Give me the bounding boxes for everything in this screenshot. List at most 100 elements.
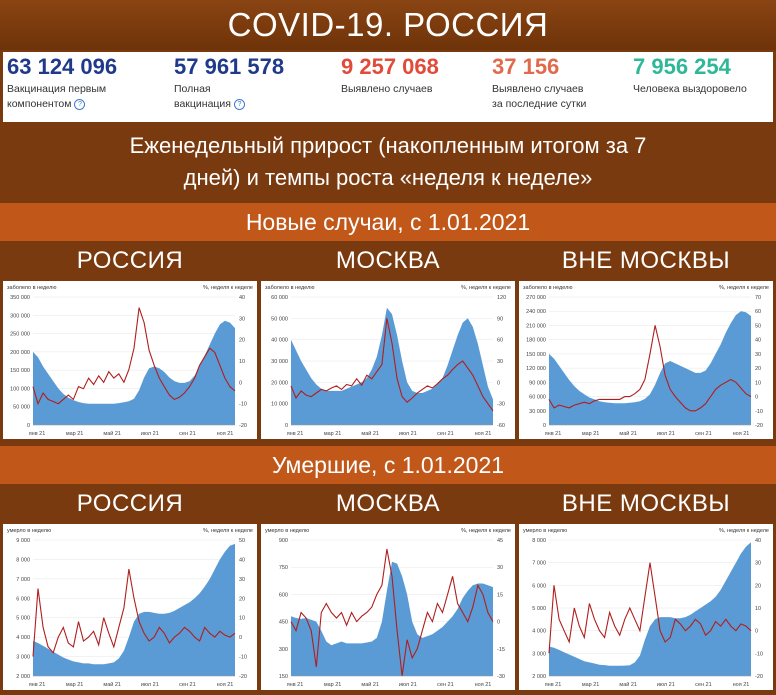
chart-plot-box: заболело в неделю %, неделя к неделе 0 10 0… xyxy=(261,281,515,439)
right-tick-label: -10 xyxy=(755,409,763,415)
x-tick-label: мар 21 xyxy=(66,682,84,688)
stat-label: компонентом xyxy=(7,98,72,110)
right-tick-label: 40 xyxy=(239,295,245,301)
stat-label: Человека выздоровело xyxy=(633,83,747,95)
left-tick-label: 150 000 xyxy=(526,352,546,358)
left-tick-label: 600 xyxy=(279,592,288,598)
left-tick-label: 300 000 xyxy=(10,313,30,319)
right-tick-label: 20 xyxy=(239,596,245,602)
right-tick-label: 45 xyxy=(497,538,503,544)
x-tick-label: янв 21 xyxy=(29,431,46,437)
left-tick-label: 300 xyxy=(279,647,288,653)
chart-deaths-3: РОССИЯ умерло в неделю %, неделя к неделе 2… xyxy=(3,486,257,690)
right-tick-label: 10 xyxy=(239,359,245,365)
left-tick-label: 2 000 xyxy=(16,674,30,680)
chart-svg: умерло в неделю%, неделя к неделе1503004… xyxy=(265,528,511,688)
chart-svg: заболело в неделю %, неделя к неделе 0 30 0… xyxy=(523,285,769,437)
stat-vaccination-first: 63 124 096 Вакцинация первым компонентом… xyxy=(7,52,117,112)
chart-region-title: МОСКВА xyxy=(261,486,515,522)
chart-plot-box: заболело в неделю %, неделя к неделе 0 50 0… xyxy=(3,281,257,439)
left-tick-label: 350 000 xyxy=(10,295,30,301)
growth-rate-line xyxy=(548,562,752,654)
left-tick-label: 5 000 xyxy=(532,606,546,612)
left-tick-label: 2 000 xyxy=(532,674,546,680)
x-tick-label: сен 21 xyxy=(437,682,454,688)
right-tick-label: 90 xyxy=(497,316,503,322)
left-tick-label: 900 xyxy=(279,538,288,544)
right-tick-label: -30 xyxy=(497,402,505,408)
left-tick-label: 250 000 xyxy=(10,332,30,338)
left-tick-label: 120 000 xyxy=(526,366,546,372)
right-axis-caption: %, неделя к неделе xyxy=(461,285,511,291)
x-tick-label: янв 21 xyxy=(545,431,562,437)
right-tick-label: 30 xyxy=(755,561,761,567)
right-tick-label: 30 xyxy=(239,316,245,322)
stat-label: Полная xyxy=(174,83,211,95)
left-tick-label: 270 000 xyxy=(526,295,546,301)
right-tick-label: -20 xyxy=(239,423,247,429)
left-tick-label: 20 000 xyxy=(271,380,288,386)
weekly-area-series xyxy=(33,320,235,425)
left-tick-label: 6 000 xyxy=(532,583,546,589)
right-tick-label: 10 xyxy=(755,380,761,386)
left-tick-label: 8 000 xyxy=(16,557,30,563)
left-axis-caption: умерло в неделю xyxy=(523,528,567,534)
growth-rate-line xyxy=(548,325,752,412)
x-tick-label: ноя 21 xyxy=(217,431,234,437)
left-tick-label: 6 000 xyxy=(16,596,30,602)
x-tick-label: мар 21 xyxy=(582,431,600,437)
left-tick-label: 3 000 xyxy=(16,655,30,661)
right-tick-label: -10 xyxy=(239,655,247,661)
right-tick-label: 10 xyxy=(755,606,761,612)
left-tick-label: 50 000 xyxy=(271,316,288,322)
x-tick-label: июл 21 xyxy=(657,431,675,437)
chart-region-title: РОССИЯ xyxy=(3,243,257,279)
right-tick-label: 0 xyxy=(239,380,242,386)
weekly-area-series xyxy=(549,311,751,425)
stat-value: 37 156 xyxy=(492,54,560,79)
right-axis-caption: %, неделя к неделе xyxy=(203,285,253,291)
help-icon[interactable]: ? xyxy=(233,98,245,110)
right-tick-label: 15 xyxy=(497,592,503,598)
stat-value: 9 257 068 xyxy=(341,54,439,79)
x-tick-label: май 21 xyxy=(103,430,121,437)
stat-label: Выявлено случаев xyxy=(492,83,584,95)
right-tick-label: 50 xyxy=(239,538,245,544)
subtitle-line: дней) и темпы роста «неделя к неделе» xyxy=(183,165,593,190)
right-tick-label: 30 xyxy=(497,359,503,365)
x-tick-label: сен 21 xyxy=(695,431,712,437)
stat-cases-day: 37 156 Выявлено случаев за последние сут… xyxy=(492,52,586,112)
left-tick-label: 30 000 xyxy=(271,359,288,365)
left-tick-label: 30 000 xyxy=(529,409,546,415)
chart-cases-2: ВНЕ МОСКВЫ заболело в неделю %, неделя к н… xyxy=(519,243,773,439)
chart-region-title: РОССИЯ xyxy=(3,486,257,522)
right-tick-label: -10 xyxy=(239,402,247,408)
x-tick-label: мар 21 xyxy=(582,682,600,688)
stat-label: Вакцинация первым xyxy=(7,83,107,95)
x-tick-label: мар 21 xyxy=(324,682,342,688)
left-tick-label: 3 000 xyxy=(532,651,546,657)
x-tick-label: ноя 21 xyxy=(475,682,492,688)
left-axis-caption: заболело в неделю xyxy=(7,285,56,291)
left-tick-label: 180 000 xyxy=(526,338,546,344)
left-tick-label: 10 000 xyxy=(271,402,288,408)
right-tick-label: 30 xyxy=(239,577,245,583)
left-axis-caption: заболело в неделю xyxy=(523,285,572,291)
x-tick-label: май 21 xyxy=(619,681,637,688)
x-tick-label: ноя 21 xyxy=(475,431,492,437)
stat-label: Выявлено случаев xyxy=(341,83,433,95)
chart-region-title: ВНЕ МОСКВЫ xyxy=(519,243,773,279)
left-tick-label: 150 000 xyxy=(10,368,30,374)
left-tick-label: 4 000 xyxy=(532,629,546,635)
x-tick-label: июл 21 xyxy=(399,682,417,688)
left-tick-label: 0 xyxy=(543,423,546,429)
right-tick-label: 40 xyxy=(755,538,761,544)
left-tick-label: 450 xyxy=(279,620,288,626)
left-axis-caption: умерло в неделю xyxy=(7,528,51,534)
right-tick-label: 30 xyxy=(755,352,761,358)
left-tick-label: 60 000 xyxy=(529,395,546,401)
stat-label: за последние сутки xyxy=(492,98,587,110)
help-icon[interactable]: ? xyxy=(74,98,86,110)
x-tick-label: май 21 xyxy=(103,681,121,688)
right-tick-label: -15 xyxy=(497,647,505,653)
